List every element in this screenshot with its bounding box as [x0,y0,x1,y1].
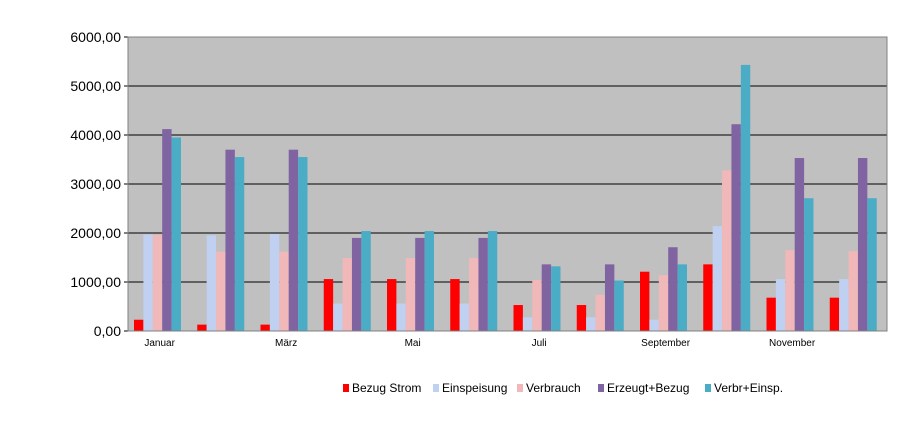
bar [487,231,498,331]
x-tick-label: November [769,338,816,349]
bar [804,198,814,331]
legend-swatch [705,384,711,392]
bar [450,279,460,331]
bar [576,305,587,331]
bar [351,237,362,331]
x-tick-labels: Januar März Mai Juli September November [144,338,816,349]
bar [405,257,416,331]
x-tick-label: Januar [144,338,175,349]
bar [614,280,624,331]
legend-swatch [433,384,439,392]
y-tick-label: 3000,00 [70,176,121,192]
bar [134,319,144,331]
bar [342,257,352,331]
legend-label: Erzeugt+Bezug [607,381,689,395]
bar [712,226,723,331]
bar [513,305,523,331]
bar [785,250,795,331]
bar [829,297,840,331]
bar [424,231,434,331]
bar [649,319,659,331]
bar [867,198,877,331]
bar [766,297,776,331]
y-tick-label: 1000,00 [70,274,121,290]
bar [197,324,207,331]
bar [478,237,488,331]
bar [387,279,397,331]
y-tick-label: 0,00 [94,323,121,339]
bar [731,124,741,331]
legend-label: Verbr+Einsp. [714,381,783,395]
bar [269,233,280,331]
bar [522,317,533,331]
y-tick-label: 6000,00 [70,29,121,45]
bar [740,64,751,332]
legend-label: Verbrauch [526,381,581,395]
bar [839,279,849,331]
bar [469,257,479,331]
x-tick-label: September [641,338,691,349]
x-tick-label: März [275,338,297,349]
bar [703,264,713,331]
bar [361,231,371,331]
bar [775,279,786,331]
bars [134,64,877,332]
bar [396,303,406,331]
bar [323,279,334,331]
axes [127,36,888,332]
bar [848,251,858,331]
bar [532,280,542,331]
bar [333,303,343,331]
legend-swatch [343,384,349,392]
legend-label: Bezug Strom [352,381,421,395]
bar [171,137,181,331]
legend-label: Einspeisung [442,381,507,395]
bar [415,237,425,331]
bar [225,149,235,331]
bar [677,264,687,331]
bar [668,247,678,331]
bar [143,234,153,331]
bar [722,170,732,331]
bar [260,324,270,331]
bar [298,157,308,331]
legend-swatch [598,384,604,392]
x-tick-label: Mai [405,338,421,349]
bar [279,251,289,331]
y-tick-label: 5000,00 [70,78,121,94]
bar [152,234,163,331]
bar [595,294,605,331]
y-tick-label: 4000,00 [70,127,121,143]
bar [794,158,805,331]
bar [586,317,596,331]
bar [551,266,561,331]
bar [857,158,868,331]
bar [604,264,615,331]
bar [234,157,245,331]
y-tick-label: 2000,00 [70,225,121,241]
bar [288,149,299,331]
plot-border [127,36,888,332]
legend-swatch [517,384,523,392]
bar [658,275,669,331]
x-tick-label: Juli [532,338,547,349]
legend: Bezug Strom Einspeisung Verbrauch Erzeugt+B… [343,381,783,395]
bar [206,235,217,331]
bar [459,303,470,331]
y-tick-labels: 0,00 1000,00 2000,00 3000,00 4000,00 5000,00 6… [70,29,121,339]
bar [162,129,172,331]
bar [541,264,552,331]
bar [640,271,650,331]
bar [216,251,226,331]
